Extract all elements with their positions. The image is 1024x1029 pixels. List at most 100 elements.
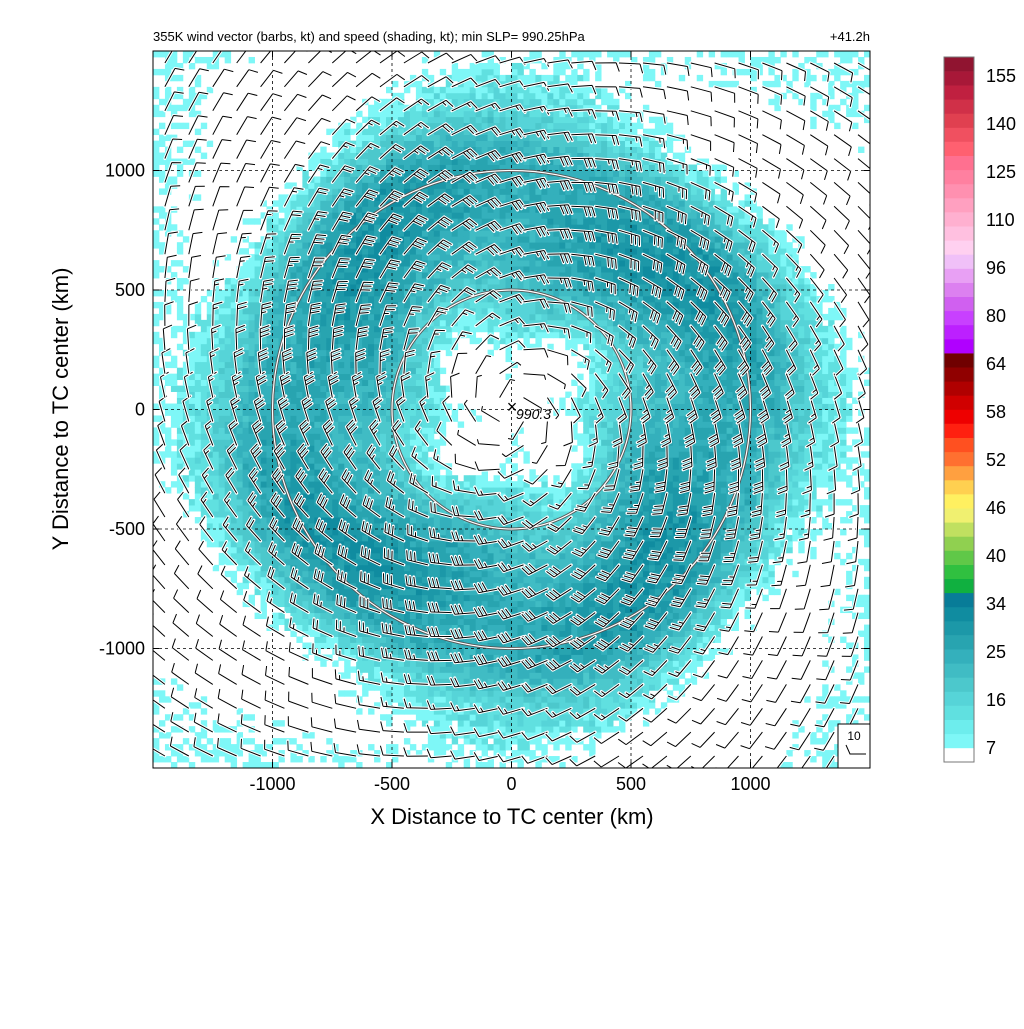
speed-cell: [194, 475, 202, 482]
speed-cell: [463, 254, 471, 261]
speed-cell: [314, 373, 321, 381]
speed-cell: [308, 230, 315, 237]
speed-cell: [302, 475, 309, 482]
speed-cell: [463, 116, 471, 124]
speed-cell: [368, 134, 375, 142]
speed-cell: [487, 624, 494, 631]
speed-cell: [302, 517, 309, 524]
speed-cell: [296, 487, 303, 494]
speed-cell: [224, 337, 232, 345]
speed-cell: [296, 373, 303, 381]
speed-cell: [326, 361, 333, 369]
speed-cell: [206, 331, 214, 339]
speed-cell: [254, 343, 261, 351]
speed-cell: [481, 122, 489, 130]
speed-cell: [481, 702, 489, 709]
speed-cell: [308, 451, 315, 458]
speed-cell: [451, 499, 459, 506]
speed-cell: [433, 540, 441, 548]
speed-cell: [338, 457, 345, 464]
speed-cell: [493, 600, 500, 608]
speed-cell: [266, 499, 273, 506]
speed-cell: [284, 600, 291, 608]
speed-cell: [170, 385, 178, 392]
speed-cell: [164, 427, 172, 434]
speed-cell: [230, 367, 238, 375]
speed-cell: [338, 409, 345, 416]
speed-cell: [415, 349, 423, 357]
speed-cell: [242, 319, 249, 327]
speed-cell: [320, 594, 327, 602]
speed-cell: [242, 391, 249, 398]
speed-cell: [290, 313, 297, 321]
speed-cell: [326, 517, 333, 524]
speed-cell: [415, 690, 423, 697]
speed-cell: [350, 242, 357, 249]
speed-cell: [164, 451, 172, 458]
speed-cell: [272, 564, 279, 572]
speed-cell: [254, 756, 261, 763]
speed-cell: [481, 134, 489, 142]
speed-cell: [164, 152, 172, 159]
speed-cell: [427, 427, 435, 434]
speed-cell: [176, 750, 184, 757]
speed-cell: [158, 421, 166, 428]
speed-cell: [356, 433, 363, 440]
speed-cell: [493, 212, 500, 219]
speed-cell: [176, 307, 184, 315]
speed-cell: [350, 618, 357, 626]
speed-cell: [499, 98, 506, 106]
speed-cell: [487, 702, 494, 709]
speed-cell: [332, 230, 339, 237]
speed-cell: [463, 278, 471, 285]
speed-cell: [200, 152, 208, 159]
speed-cell: [170, 290, 178, 297]
speed-cell: [212, 469, 220, 476]
speed-cell: [332, 349, 339, 357]
speed-cell: [320, 266, 327, 273]
speed-cell: [218, 529, 226, 536]
speed-cell: [314, 505, 321, 512]
speed-cell: [230, 278, 238, 285]
speed-cell: [451, 284, 459, 291]
speed-cell: [224, 756, 232, 763]
speed-cell: [386, 660, 393, 667]
speed-cell: [272, 415, 279, 422]
speed-cell: [182, 313, 190, 321]
speed-cell: [475, 738, 483, 745]
speed-cell: [505, 738, 512, 745]
speed-cell: [344, 517, 351, 524]
speed-cell: [176, 301, 184, 309]
speed-cell: [308, 457, 315, 464]
speed-cell: [433, 188, 441, 195]
speed-cell: [272, 260, 279, 267]
speed-cell: [392, 361, 399, 369]
speed-cell: [158, 732, 166, 739]
speed-cell: [284, 206, 291, 213]
speed-cell: [439, 278, 447, 285]
speed-cell: [439, 594, 447, 602]
speed-cell: [481, 307, 489, 315]
speed-cell: [170, 224, 178, 231]
speed-cell: [338, 218, 345, 225]
speed-cell: [409, 690, 417, 697]
speed-cell: [248, 762, 255, 768]
speed-cell: [254, 457, 261, 464]
speed-cell: [260, 451, 267, 458]
speed-cell: [278, 415, 285, 422]
speed-cell: [272, 248, 279, 255]
speed-cell: [284, 313, 291, 321]
speed-cell: [344, 134, 351, 142]
speed-cell: [362, 534, 369, 542]
speed-cell: [248, 331, 255, 339]
speed-cell: [302, 188, 309, 195]
speed-cell: [344, 666, 351, 673]
speed-cell: [338, 248, 345, 255]
speed-cell: [153, 242, 160, 249]
speed-cell: [392, 684, 399, 691]
speed-cell: [218, 379, 226, 387]
speed-cell: [415, 666, 423, 673]
speed-cell: [338, 756, 345, 763]
speed-cell: [290, 403, 297, 410]
speed-cell: [392, 570, 399, 578]
